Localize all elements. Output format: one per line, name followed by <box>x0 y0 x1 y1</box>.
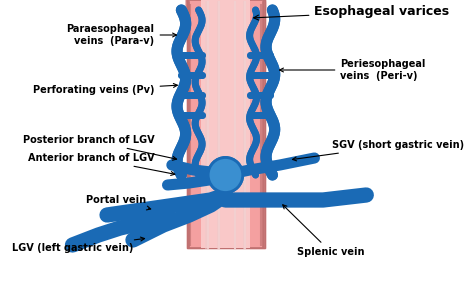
Bar <box>201 0 252 248</box>
Bar <box>201 0 250 248</box>
Text: Perforating veins (Pv): Perforating veins (Pv) <box>33 84 177 95</box>
Ellipse shape <box>208 158 243 192</box>
Text: Splenic vein: Splenic vein <box>283 205 365 257</box>
Text: LGV (left gastric vein): LGV (left gastric vein) <box>11 237 145 253</box>
FancyBboxPatch shape <box>187 0 222 13</box>
Text: Periesophageal
veins  (Peri-v): Periesophageal veins (Peri-v) <box>280 59 426 81</box>
Text: Anterior branch of LGV: Anterior branch of LGV <box>28 153 175 175</box>
Text: Esophageal varices: Esophageal varices <box>254 5 449 20</box>
FancyBboxPatch shape <box>230 0 265 13</box>
Bar <box>187 0 265 248</box>
Text: Paraesophageal
veins  (Para-v): Paraesophageal veins (Para-v) <box>66 24 176 46</box>
FancyBboxPatch shape <box>199 0 252 12</box>
Text: Portal vein: Portal vein <box>86 195 151 210</box>
Bar <box>188 0 264 248</box>
Text: Posterior branch of LGV: Posterior branch of LGV <box>23 135 176 160</box>
Ellipse shape <box>208 158 243 192</box>
Text: SGV (short gastric vein): SGV (short gastric vein) <box>292 140 464 161</box>
